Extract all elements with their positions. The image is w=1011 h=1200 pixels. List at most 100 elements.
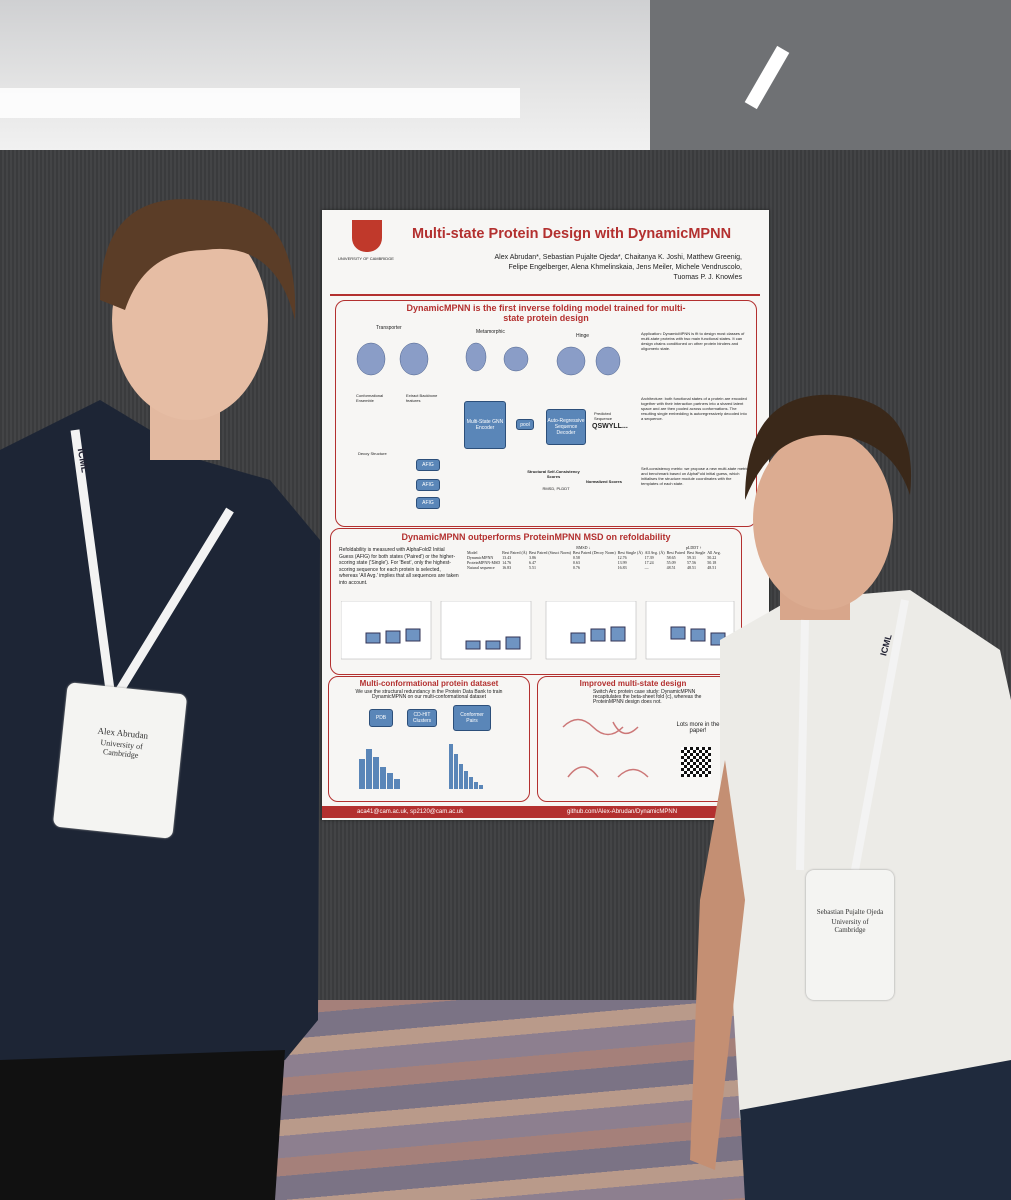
authors: Alex Abrudan*, Sebastian Pujalte Ojeda*,… — [432, 253, 742, 283]
table-cell: 13.99 — [617, 560, 627, 565]
table-header-cell: All Avg. — [707, 550, 721, 555]
section-heading: Improved multi-state design — [579, 679, 687, 688]
table-cell: 48.51 — [666, 565, 676, 570]
section-heading: DynamicMPNN outperforms ProteinMPNN MSD … — [401, 532, 671, 542]
diagram-block: Conformer Pairs — [453, 705, 491, 731]
table-row: ProteinMPNN-MSD 14.76 6.47 0.63 13.99 17.24 55… — [466, 560, 722, 565]
author-line: Felipe Engelberger, Alena Khmelinskaia, … — [508, 264, 742, 271]
table-header: Model Best Paired (Å) Best Paired (Struct … — [466, 550, 722, 555]
table-header-cell: Best Paired (Decoy Norm) — [572, 550, 616, 555]
section-box: Improved multi-state design Switch Arc p… — [537, 676, 729, 802]
table-cell: 48.51 — [686, 565, 696, 570]
diagram-label: Structural Self-Consistency Scores — [527, 469, 580, 479]
table-cell: ProteinMPNN-MSD — [467, 560, 501, 565]
section-box: Multi-conformational protein dataset We … — [328, 676, 530, 802]
diagram-label: Transporter — [376, 325, 402, 331]
table-cell: 14.76 — [502, 560, 512, 565]
diagram-block: AFIG — [416, 479, 440, 491]
table-cell: 13.43 — [502, 555, 512, 560]
table-group: pLDDT ↑ — [685, 545, 702, 550]
diagram-block: AFIG — [416, 497, 440, 509]
light-strip — [0, 88, 520, 118]
table-cell: 59.31 — [686, 555, 696, 560]
table-cell: 12.76 — [617, 555, 627, 560]
table-cell: 17.39 — [644, 555, 654, 560]
diagram-block: pool — [516, 419, 534, 430]
table-cell: 17.24 — [644, 560, 654, 565]
table-cell: 57.56 — [686, 560, 696, 565]
diagram-block: AFIG — [416, 459, 440, 471]
diagram-label: Normalized Scores — [585, 479, 622, 484]
footer: aca41@cam.ac.uk, sp2120@cam.ac.uk github… — [322, 806, 769, 818]
paragraph: Switch Arc protein case study: DynamicMP… — [593, 689, 702, 705]
rule — [330, 294, 760, 296]
diagram-block: CD-HIT Clusters — [407, 709, 437, 727]
diagram-label: Decoy Structure — [358, 451, 387, 456]
table-group: RMSD ↓ — [576, 545, 591, 550]
badge: Alex Abrudan University of Cambridge — [52, 682, 188, 839]
author-line: Alex Abrudan*, Sebastian Pujalte Ojeda*,… — [494, 254, 742, 261]
table-cell: — — [644, 565, 649, 570]
table-cell: 16.83 — [617, 565, 627, 570]
table-header-cell: Best Paired — [666, 550, 685, 555]
table: RMSD ↓ pLDDT ↑ Model Best Paired (Å) Best Pa… — [466, 545, 722, 570]
diagram-label: RMSD, PLDDT — [542, 486, 570, 491]
histograms — [359, 744, 483, 789]
diagram-label: Predicted Sequence — [594, 411, 613, 421]
protein-structures — [562, 718, 649, 778]
table-cell: 6.47 — [529, 560, 537, 565]
poster: UNIVERSITY OF CAMBRIDGE Multi-state Prot… — [322, 210, 769, 820]
university-crest — [352, 220, 382, 252]
paragraph: Application: DynamicMPNN is fit to desig… — [641, 331, 745, 351]
paragraph: We use the structural redundancy in the … — [355, 689, 503, 700]
table-cell: DynamicMPNN — [467, 555, 494, 560]
table-header-cell: Best Paired (Struct Norm) — [529, 550, 571, 555]
diagram-block: Multi-State GNN Encoder — [464, 401, 506, 449]
table-cell: 50.18 — [707, 560, 717, 565]
table-header-cell: Best Single (Å) — [617, 550, 643, 555]
diagram-block: Auto-Regressive Sequence Decoder — [546, 409, 586, 445]
table-header-cell: All Avg. (Å) — [644, 550, 665, 555]
paragraph: Architecture: both functional states of … — [641, 396, 747, 421]
table-cell: 5.51 — [529, 565, 537, 570]
protein-structures — [356, 342, 621, 376]
badge: Sebastian Pujalte Ojeda University of Ca… — [806, 870, 894, 1000]
table-cell: 55.09 — [666, 560, 676, 565]
table-cell: 0.63 — [572, 560, 580, 565]
table-cell: 16.83 — [502, 565, 512, 570]
badge-name: Sebastian Pujalte Ojeda — [816, 908, 884, 916]
badge-affiliation: University of Cambridge — [831, 918, 869, 934]
table-cell: 48.51 — [707, 565, 717, 570]
table-group-row: RMSD ↓ pLDDT ↑ — [466, 545, 722, 550]
table-cell: 3.86 — [529, 555, 537, 560]
paragraph: Self-consistency metric: we propose a ne… — [641, 466, 749, 486]
table-cell: 0.58 — [572, 555, 580, 560]
table-header-cell: Best Paired (Å) — [502, 550, 528, 555]
table-cell: 0.76 — [572, 565, 580, 570]
author-line: Tuomas P. J. Knowles — [673, 274, 742, 281]
poster-title: Multi-state Protein Design with DynamicM… — [412, 226, 732, 242]
section-heading: DynamicMPNN is the first inverse folding… — [406, 303, 686, 323]
table-row: DynamicMPNN 13.43 3.86 0.58 12.76 17.39 58.65 5… — [466, 555, 722, 560]
table-cell: Natural sequence — [467, 565, 495, 570]
institution: UNIVERSITY OF CAMBRIDGE — [338, 256, 394, 261]
qr-code — [681, 747, 711, 777]
diagram-label: Conformational Ensemble — [356, 393, 384, 403]
table-cell: 50.22 — [707, 555, 717, 560]
diagram-label: Metamorphic — [476, 329, 505, 335]
footer-github: github.com/Alex-Abrudan/DynamicMPNN — [567, 809, 678, 815]
note: Lots more in the paper! — [676, 722, 720, 734]
diagram-label: QSWYLL... — [592, 423, 628, 430]
paragraph: Refoldability is measured with AlphaFold… — [339, 547, 459, 586]
results-table: RMSD ↓ pLDDT ↑ Model Best Paired (Å) Best Pa… — [466, 545, 722, 570]
section-box: DynamicMPNN is the first inverse folding… — [335, 300, 757, 527]
table-header-cell: Model — [467, 550, 478, 555]
ceiling-shadow — [650, 0, 1011, 150]
section-heading: Multi-conformational protein dataset — [359, 679, 499, 688]
table-cell: 58.65 — [666, 555, 676, 560]
table-row: Natural sequence 16.83 5.51 0.76 16.83 — 48.51… — [466, 565, 722, 570]
footer-emails: aca41@cam.ac.uk, sp2120@cam.ac.uk — [357, 809, 464, 815]
diagram-block: PDB — [369, 709, 393, 727]
